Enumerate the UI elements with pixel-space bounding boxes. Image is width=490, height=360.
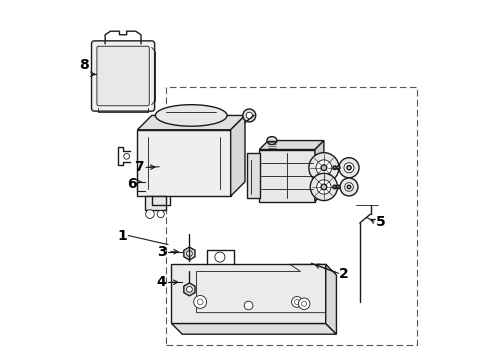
Bar [145, 196, 166, 211]
Circle shape [347, 166, 351, 170]
Circle shape [333, 185, 337, 189]
Circle shape [246, 112, 252, 119]
Text: 5: 5 [376, 215, 386, 229]
Circle shape [245, 301, 253, 310]
Ellipse shape [267, 136, 277, 144]
Circle shape [344, 183, 353, 191]
Circle shape [310, 173, 338, 201]
Circle shape [187, 287, 192, 292]
Circle shape [337, 166, 340, 170]
Ellipse shape [155, 105, 227, 126]
Bar [166, 87, 417, 345]
Circle shape [347, 185, 351, 189]
Circle shape [194, 296, 207, 309]
Polygon shape [259, 140, 324, 149]
FancyBboxPatch shape [97, 46, 149, 106]
Text: 6: 6 [127, 177, 137, 190]
Text: 3: 3 [157, 245, 166, 259]
Polygon shape [184, 247, 195, 260]
Circle shape [333, 166, 337, 170]
Bar [259, 149, 315, 202]
Text: 7: 7 [134, 161, 144, 175]
Polygon shape [184, 283, 195, 296]
Text: 1: 1 [118, 229, 127, 243]
Circle shape [124, 153, 129, 159]
Bar [137, 130, 231, 196]
Polygon shape [315, 140, 324, 202]
Circle shape [157, 203, 164, 211]
Text: 8: 8 [79, 58, 89, 72]
Circle shape [339, 158, 359, 178]
Polygon shape [172, 323, 337, 334]
FancyBboxPatch shape [92, 41, 155, 111]
Text: 2: 2 [339, 267, 348, 281]
Circle shape [317, 180, 331, 194]
Bar [247, 153, 260, 198]
Polygon shape [172, 264, 326, 323]
Circle shape [321, 165, 327, 171]
Circle shape [292, 297, 302, 307]
Circle shape [294, 300, 299, 305]
Text: 4: 4 [157, 275, 166, 289]
Circle shape [337, 185, 340, 189]
Polygon shape [231, 116, 245, 196]
Circle shape [197, 299, 203, 305]
Circle shape [309, 153, 339, 183]
Circle shape [340, 178, 358, 196]
Circle shape [298, 298, 310, 310]
Circle shape [157, 211, 164, 218]
Circle shape [344, 163, 354, 173]
Polygon shape [137, 116, 245, 130]
Circle shape [243, 109, 256, 122]
Circle shape [302, 301, 307, 306]
Circle shape [146, 210, 154, 219]
Polygon shape [326, 264, 337, 334]
Circle shape [215, 252, 225, 262]
Circle shape [187, 251, 192, 256]
Circle shape [321, 184, 327, 190]
Circle shape [316, 160, 332, 176]
